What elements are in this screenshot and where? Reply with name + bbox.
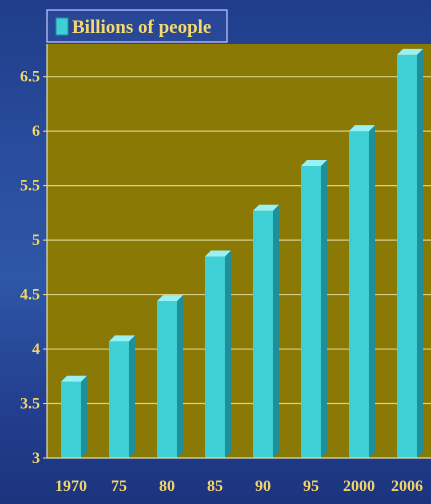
bar-front — [157, 301, 177, 458]
bar — [61, 375, 87, 458]
bar-top — [157, 295, 183, 302]
bar — [109, 335, 135, 458]
bar-side — [273, 204, 279, 458]
y-tick-label: 6.5 — [20, 69, 40, 86]
bar-front — [109, 341, 129, 458]
y-tick-label: 4.5 — [20, 287, 40, 304]
x-tick-label: 75 — [111, 478, 127, 495]
bar-front — [61, 381, 81, 458]
y-tick-label: 4 — [32, 341, 40, 358]
bar-top — [61, 375, 87, 382]
x-tick-label: 90 — [255, 478, 271, 495]
x-tick-label: 85 — [207, 478, 223, 495]
axes: 3 3.5 4 4.5 5 5.5 6 6.5 1970 75 80 85 90 95 2000 2006 — [20, 44, 431, 495]
x-tick-label: 2006 — [391, 478, 423, 495]
bar — [349, 125, 375, 458]
bar-side — [129, 335, 135, 458]
bar — [253, 204, 279, 458]
bar-top — [301, 160, 327, 167]
bar-front — [301, 166, 321, 458]
bar-front — [397, 54, 417, 458]
legend-swatch-icon — [55, 17, 69, 36]
bar-side — [225, 250, 231, 458]
bar-front — [253, 210, 273, 458]
bar-front — [349, 131, 369, 458]
legend-label: Billions of people — [72, 17, 211, 38]
bar-top — [349, 125, 375, 132]
x-tick-label: 95 — [303, 478, 319, 495]
bars — [61, 48, 423, 458]
y-tick-label: 5 — [32, 232, 40, 249]
bar-top — [205, 250, 231, 257]
y-tick-label: 3 — [32, 450, 40, 467]
y-tick-label: 5.5 — [20, 178, 40, 195]
bar — [301, 160, 327, 458]
bar-side — [321, 160, 327, 458]
bar-side — [177, 295, 183, 458]
x-tick-label: 2000 — [343, 478, 375, 495]
bar-top — [109, 335, 135, 342]
bar — [397, 48, 423, 458]
bar-side — [369, 125, 375, 458]
bar-top — [253, 204, 279, 211]
y-tick-label: 3.5 — [20, 396, 40, 413]
legend-box — [46, 9, 228, 43]
x-tick-label: 1970 — [55, 478, 87, 495]
legend: Billions of people — [46, 9, 228, 43]
bar-top — [397, 48, 423, 55]
bar-front — [205, 256, 225, 458]
y-tick-label: 6 — [32, 123, 40, 140]
bar — [205, 250, 231, 458]
bar-side — [81, 375, 87, 458]
x-tick-label: 80 — [159, 478, 175, 495]
bar — [157, 295, 183, 458]
bar-side — [417, 48, 423, 458]
